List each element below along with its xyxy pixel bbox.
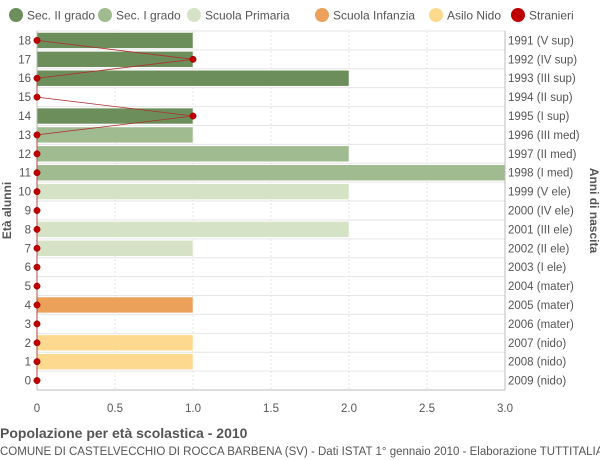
stranieri-point [33,225,41,233]
x-tick-label: 3.0 [497,403,513,415]
y-tick-label: 14 [18,111,31,123]
y-tick-label: 16 [18,73,31,85]
stranieri-point [33,74,41,82]
bar [36,221,350,238]
y-axis-right-title: Anni di nascita [587,168,600,254]
y-tick-label: 9 [25,206,31,218]
x-tick-label: 1.0 [185,403,201,415]
bar [36,51,194,68]
stranieri-point [33,339,41,347]
birth-year-label: 2000 (IV ele) [508,206,574,218]
stranieri-point [33,188,41,196]
legend-label: Scuola Infanzia [333,9,415,23]
y-tick-label: 12 [18,149,31,161]
birth-year-label: 1991 (V sup) [508,35,574,47]
stranieri-point [33,244,41,252]
x-tick-label: 0.5 [107,403,123,415]
stranieri-point [33,301,41,309]
y-axis-title: Età alunni [0,182,14,239]
bar [36,32,194,49]
stranieri-point [33,93,41,101]
birth-year-label: 1995 (I sup) [508,111,570,123]
stranieri-point [33,358,41,366]
bar [36,334,194,351]
bar [36,296,194,314]
bar [36,183,350,200]
legend-label: Sec. II grado [27,9,95,23]
bar [36,145,350,163]
legend-label: Stranieri [529,9,574,23]
bar [36,164,506,181]
legend-swatch [429,8,443,22]
chart-subtitle: COMUNE DI CASTELVECCHIO DI ROCCA BARBENA… [0,446,600,458]
birth-year-label: 2006 (mater) [508,319,574,331]
y-tick-label: 11 [19,168,31,180]
legend-swatch [315,8,329,22]
chart-title: Popolazione per età scolastica - 2010 [0,425,248,441]
y-tick-label: 10 [18,187,31,199]
chart: 0 0.5 1.0 1.5 2.0 2.5 3.018 1991 (V sup)17 1992 … [0,8,600,415]
birth-year-label: 2003 (I ele) [508,262,566,274]
birth-year-label: 1998 (I med) [508,168,573,180]
x-tick-label: 2.0 [341,403,357,415]
plot-area [37,31,505,390]
legend-label: Scuola Primaria [205,9,290,23]
stranieri-point [189,55,197,63]
y-tick-label: 4 [25,300,32,312]
birth-year-label: 2004 (mater) [508,281,574,293]
x-tick-label: 0 [34,403,40,415]
birth-year-label: 2002 (II ele) [508,243,570,255]
birth-year-label: 2009 (nido) [508,376,566,388]
birth-year-label: 1994 (II sup) [508,92,573,104]
bar [36,107,194,125]
y-tick-label: 2 [25,338,31,350]
stranieri-point [33,150,41,158]
legend-label: Asilo Nido [447,9,501,23]
stranieri-point [189,112,197,120]
birth-year-label: 1993 (III sup) [508,73,576,85]
birth-year-label: 1999 (V ele) [508,187,571,199]
x-tick-label: 1.5 [263,403,279,415]
y-tick-label: 8 [25,224,31,236]
stranieri-point [33,131,41,139]
birth-year-label: 1997 (II med) [508,149,577,161]
legend-swatch [511,8,525,22]
birth-year-label: 1992 (IV sup) [508,54,577,66]
stranieri-point [33,320,41,328]
y-tick-label: 13 [18,130,31,142]
bar [36,353,194,370]
y-tick-label: 1 [25,357,31,369]
stranieri-point [33,282,41,290]
y-tick-label: 15 [18,92,31,104]
x-tick-label: 2.5 [419,403,435,415]
legend-label: Sec. I grado [116,9,181,23]
legend-swatch [98,8,112,22]
stranieri-point [33,169,41,177]
stranieri-point [33,36,41,44]
stranieri-point [33,263,41,271]
y-tick-label: 17 [18,54,31,66]
stranieri-point [33,207,41,214]
y-tick-label: 18 [18,35,31,47]
y-tick-label: 5 [25,281,31,293]
birth-year-label: 2001 (III ele) [508,224,573,236]
birth-year-label: 2007 (nido) [508,338,566,350]
birth-year-label: 2008 (nido) [508,357,566,369]
legend-swatch [187,8,201,22]
y-tick-label: 3 [25,319,31,331]
birth-year-label: 2005 (mater) [508,300,574,312]
y-tick-label: 0 [25,376,31,388]
birth-year-label: 1996 (III med) [508,130,580,142]
stranieri-point [33,377,41,385]
y-tick-label: 6 [25,262,31,274]
legend-swatch [9,8,23,22]
bar [36,126,194,144]
bar [36,240,194,257]
y-tick-label: 7 [25,243,31,255]
